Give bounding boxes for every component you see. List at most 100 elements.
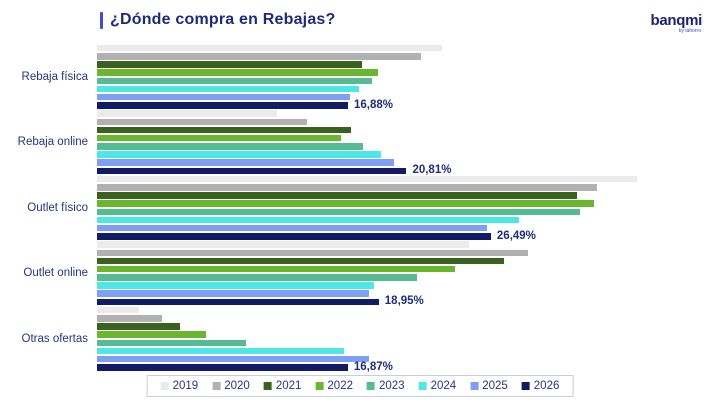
bar-2026 (97, 364, 348, 371)
bar-2023 (97, 339, 246, 347)
bar-row (0, 134, 720, 142)
bar-2021 (97, 61, 362, 68)
bar-2026 (97, 167, 407, 175)
bar-2026 (97, 233, 491, 240)
legend-item-2025: 2025 (470, 380, 508, 392)
legend-year-label: 2024 (430, 380, 457, 392)
chart-header: ¿Dónde compra en Rebajas? (100, 11, 336, 29)
bar-2023 (97, 143, 364, 150)
legend-item-2019: 2019 (160, 380, 199, 392)
category-label: Outlet físico (27, 201, 88, 214)
category-group: Rebaja online 20,81% (0, 110, 720, 176)
bar-2026 (97, 298, 379, 306)
legend-year-label: 2019 (172, 380, 199, 392)
bar-2022 (97, 134, 341, 142)
bar-row: 20,81% (0, 164, 720, 177)
bar-2025 (97, 290, 370, 297)
bar-2025 (97, 355, 370, 363)
bar-row (0, 249, 720, 257)
bar-2023 (97, 274, 417, 281)
chart-legend: 2019 2020 2021 2022 2023 2024 2025 2026 (146, 375, 574, 397)
bar-row (0, 281, 720, 289)
bar-2021 (97, 257, 505, 265)
bar-row: 16,87% (0, 360, 720, 373)
bar-row: 18,95% (0, 296, 720, 307)
legend-chip (315, 382, 324, 390)
bar-2020 (97, 184, 597, 191)
legend-chip (418, 382, 427, 390)
bar-row (0, 110, 720, 118)
legend-item-2026: 2026 (521, 380, 559, 392)
bar-row (0, 183, 720, 191)
category-label: Rebaja física (21, 70, 88, 83)
bar-row (0, 265, 720, 273)
bar-row (0, 273, 720, 281)
bar-row (0, 77, 720, 85)
banqmi-logo: banqmi by iahorro (650, 13, 702, 34)
bar-row (0, 347, 720, 355)
legend-chip (160, 382, 169, 390)
bar-row (0, 257, 720, 265)
legend-item-2022: 2022 (315, 380, 353, 392)
bar-2021 (97, 323, 181, 330)
category-group: Rebaja física 16,88% (0, 44, 720, 110)
legend-year-label: 2020 (224, 380, 250, 392)
category-label: Rebaja online (17, 136, 88, 149)
bar-row (0, 290, 720, 298)
bar-2019 (97, 44, 442, 52)
bar-row (0, 60, 720, 68)
bar-row (0, 216, 720, 224)
category-label: Otras ofertas (21, 332, 88, 345)
category-group: Otras ofertas 16,87% (0, 306, 720, 372)
bar-2024 (97, 216, 520, 224)
bar-2025 (97, 159, 395, 166)
legend-item-2021: 2021 (263, 380, 301, 392)
bar-2019 (97, 306, 139, 314)
bar-row (0, 69, 720, 77)
bar-row (0, 314, 720, 322)
bar-row (0, 200, 720, 208)
bar-2019 (97, 175, 637, 183)
logo-brand-text: banqmi (650, 12, 702, 29)
bar-row: 26,49% (0, 229, 720, 242)
bar-2019 (97, 110, 277, 117)
legend-chip (263, 382, 272, 390)
bar-2020 (97, 118, 307, 126)
bar-row (0, 85, 720, 93)
bar-row (0, 175, 720, 183)
legend-chip (367, 382, 375, 390)
title-accent-bar (100, 11, 103, 29)
value-label: 16,87% (353, 360, 393, 373)
bar-2022 (97, 69, 379, 76)
category-label: Outlet online (23, 267, 88, 280)
value-label: 20,81% (412, 164, 452, 177)
bar-2022 (97, 331, 206, 338)
bar-2024 (97, 282, 374, 289)
bar-row (0, 339, 720, 347)
category-group: Outlet físico 26,49% (0, 175, 720, 241)
chart-title: ¿Dónde compra en Rebajas? (110, 11, 336, 28)
bar-row (0, 355, 720, 363)
legend-chip (212, 382, 221, 390)
bar-row (0, 142, 720, 150)
bar-row (0, 126, 720, 134)
legend-year-label: 2025 (482, 380, 508, 392)
bar-row (0, 44, 720, 52)
bar-2020 (97, 315, 163, 322)
category-group: Outlet online 18,95% (0, 241, 720, 307)
bar-row (0, 159, 720, 167)
bar-2020 (97, 249, 529, 257)
bar-row (0, 224, 720, 232)
bar-row (0, 306, 720, 314)
legend-chip (521, 382, 530, 390)
bar-row (0, 191, 720, 199)
value-label: 26,49% (496, 229, 536, 242)
bar-row: 16,88% (0, 98, 720, 111)
bar-chart-plot-area: Rebaja física 16,88% Rebaja online 20,81% Ou… (0, 44, 720, 372)
legend-chip (470, 382, 479, 390)
bar-2025 (97, 224, 487, 232)
value-label: 16,88% (354, 98, 394, 111)
bar-row (0, 331, 720, 339)
bar-row (0, 208, 720, 216)
